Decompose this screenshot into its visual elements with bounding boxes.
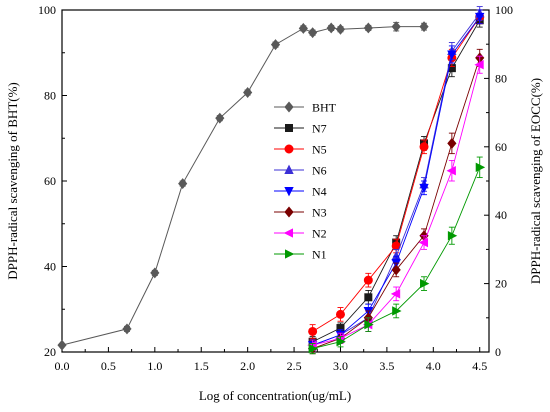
legend-marker [284,101,294,113]
legend-item-n6: N6 [274,164,327,178]
y-left-tick-label: 80 [44,89,56,103]
legend-marker [284,144,294,154]
legend-item-n7: N7 [274,122,327,136]
y-right-tick-label: 80 [495,71,507,85]
y-right-tick-label: 100 [495,3,513,17]
x-tick-label: 0.5 [101,359,116,373]
x-tick-label: 4.0 [426,359,441,373]
data-point [308,27,318,39]
data-point [336,337,346,347]
legend-marker [284,206,294,218]
data-point [215,112,225,124]
y-left-tick-label: 20 [44,345,56,359]
legend-label: N7 [312,122,327,136]
y-right-tick-label: 40 [495,208,507,222]
data-point [419,142,429,152]
data-point [363,275,373,285]
data-point [475,162,486,173]
data-point [419,183,429,194]
legend-item-bht: BHT [274,101,337,115]
legend-label: N2 [312,227,327,241]
legend-marker [284,249,295,259]
y-left-tick-label: 100 [38,3,56,17]
legend-marker [284,164,294,174]
data-point [418,237,429,248]
data-point [57,339,67,351]
legend-label: N1 [312,248,327,262]
data-point [308,343,319,354]
legend-item-n5: N5 [274,143,327,157]
series-layer [57,6,486,355]
legend-item-n4: N4 [274,185,327,199]
x-axis-title: Log of concentration(ug/mL) [199,388,351,403]
legend-marker [283,228,294,238]
data-point [270,39,281,51]
series-bht [57,21,429,351]
legend-label: N4 [312,185,327,199]
data-point [335,23,346,35]
legend-marker [284,124,293,133]
data-point [150,267,160,279]
x-tick-label: 0.0 [55,359,70,373]
legend-marker [284,187,294,197]
data-point [390,289,401,299]
data-point [122,323,132,335]
data-point [326,22,336,34]
data-point [178,178,188,190]
data-point [447,50,457,60]
legend-item-n1: N1 [274,248,327,262]
data-point [420,278,430,289]
x-tick-label: 1.5 [194,359,209,373]
legend-label: N5 [312,143,327,157]
legend-item-n3: N3 [274,206,327,220]
data-point [391,21,401,33]
data-point [364,293,373,302]
x-tick-label: 3.5 [379,359,394,373]
data-point [335,309,345,319]
x-tick-label: 3.0 [333,359,348,373]
data-point [363,22,373,34]
series-line [61,26,425,346]
legend-label: N3 [312,206,327,220]
legend-item-n2: N2 [274,227,327,241]
y-left-tick-label: 60 [44,174,56,188]
y-right-tick-label: 20 [495,277,507,291]
y-right-tick-label: 0 [495,345,501,359]
series-n1 [308,156,486,355]
data-point [298,22,308,34]
y-left-tick-label: 40 [44,260,56,274]
x-tick-label: 2.0 [240,359,255,373]
data-point [243,87,253,98]
data-point [446,166,456,176]
data-point [447,137,457,149]
y-right-tick-label: 60 [495,140,507,154]
data-point [419,21,429,33]
data-point [475,12,485,23]
legend: BHT N7 N5 N6 N4 N3 N2 N1 [274,101,337,262]
data-point [392,306,402,316]
legend-label: N6 [312,164,327,178]
data-point [391,264,401,276]
data-point [308,326,318,336]
axes-layer: 0.0 0.5 1.0 1.5 2.0 2.5 3.0 3.5 4.0 4.5 20 40 60 80 10… [38,3,513,373]
series-line [312,64,481,346]
legend-label: BHT [312,101,337,115]
data-point [364,319,374,330]
y-left-axis-title: DPPH-radical scavenging of BHT(%) [5,82,20,279]
x-tick-label: 2.5 [287,359,302,373]
data-point [447,231,458,241]
x-tick-label: 4.5 [472,359,487,373]
data-point [474,60,484,70]
y-right-axis-title: DPPH-radical scavenging of EOCC(%) [528,78,543,284]
x-tick-label: 1.0 [147,359,162,373]
